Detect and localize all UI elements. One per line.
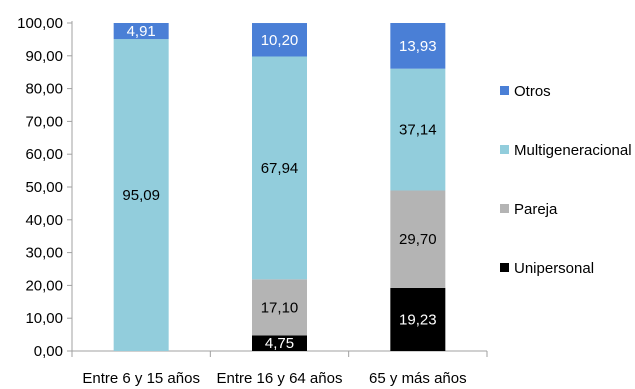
bar-segment <box>390 287 446 351</box>
bar-segment <box>390 190 446 288</box>
y-tick-label: 10,00 <box>25 310 63 327</box>
bars <box>113 23 446 352</box>
data-label: 17,10 <box>261 299 299 316</box>
y-tick-label: 30,00 <box>25 245 63 262</box>
y-tick-label: 20,00 <box>25 277 63 294</box>
y-tick-label: 0,00 <box>34 343 63 360</box>
legend-label: Pareja <box>514 201 558 218</box>
legend-swatch <box>500 86 509 95</box>
x-category-label: 65 y más años <box>369 370 467 387</box>
data-label: 4,91 <box>127 23 156 40</box>
legend: Otros Multigeneracional Pareja Unipersonal <box>500 83 632 277</box>
x-category-label: Entre 16 y 64 años <box>217 370 343 387</box>
legend-swatch <box>500 204 509 213</box>
data-label: 13,93 <box>399 38 437 55</box>
data-label: 4,75 <box>265 335 294 352</box>
legend-label: Unipersonal <box>514 260 594 277</box>
y-tick-label: 50,00 <box>25 179 63 196</box>
data-label: 67,94 <box>261 160 299 177</box>
data-label: 95,09 <box>122 187 160 204</box>
axes: 0,00 10,00 20,00 30,00 40,00 50,00 60,00 70,00 8… <box>17 15 488 387</box>
y-tick-label: 100,00 <box>17 15 63 32</box>
bar-segment <box>390 68 446 191</box>
y-tick-label: 70,00 <box>25 113 63 130</box>
data-label: 29,70 <box>399 231 437 248</box>
data-label: 19,23 <box>399 311 437 328</box>
y-tick-label: 40,00 <box>25 212 63 229</box>
legend-swatch <box>500 145 509 154</box>
x-category-label: Entre 6 y 15 años <box>82 370 200 387</box>
bar-segment <box>252 279 307 336</box>
bar-segment <box>252 23 307 57</box>
bar-segment <box>113 23 169 40</box>
bar-segment <box>252 335 307 351</box>
y-tick-label: 90,00 <box>25 48 63 65</box>
data-labels: 95,09 4,91 4,75 17,10 67,94 10,20 19,23 29,70 37… <box>122 23 436 352</box>
bar-segment <box>390 23 446 69</box>
bar-segment <box>252 56 307 280</box>
y-tick-label: 80,00 <box>25 81 63 98</box>
legend-label: Otros <box>514 83 551 100</box>
bar-segment <box>113 39 169 352</box>
data-label: 10,20 <box>261 32 299 49</box>
legend-swatch <box>500 263 509 272</box>
legend-label: Multigeneracional <box>514 142 632 159</box>
data-label: 37,14 <box>399 122 437 139</box>
y-tick-label: 60,00 <box>25 146 63 163</box>
